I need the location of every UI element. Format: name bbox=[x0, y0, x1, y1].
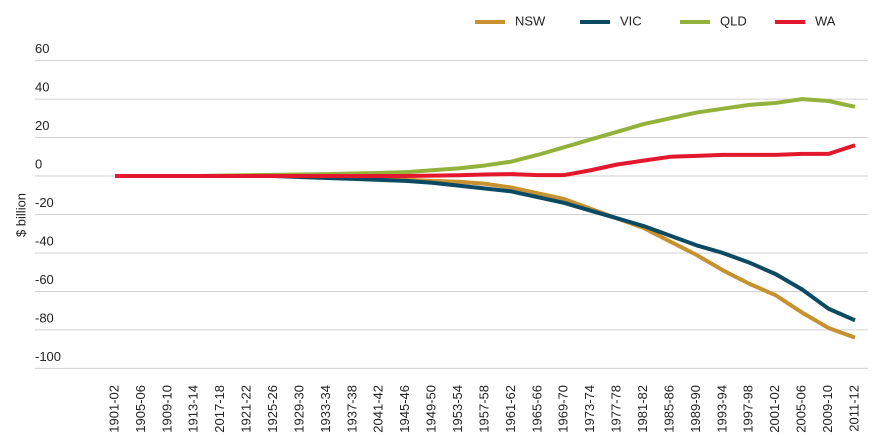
x-tick-label: 1997-98 bbox=[741, 385, 756, 433]
x-tick-label: 1901-02 bbox=[106, 385, 121, 433]
y-tick-label: -100 bbox=[35, 349, 61, 364]
legend-label: VIC bbox=[620, 13, 642, 28]
x-tick-label: 1949-50 bbox=[424, 385, 439, 433]
x-tick-label: 1961-62 bbox=[503, 385, 518, 433]
y-axis-title: $ billion bbox=[13, 193, 28, 237]
x-tick-label: 1957-58 bbox=[476, 385, 491, 433]
x-tick-label: 1981-82 bbox=[635, 385, 650, 433]
x-tick-label: 1909-10 bbox=[159, 385, 174, 433]
y-tick-label: -60 bbox=[35, 272, 54, 287]
x-tick-label: 1921-22 bbox=[239, 385, 254, 433]
legend-label: NSW bbox=[515, 13, 546, 28]
y-tick-label: 0 bbox=[35, 156, 42, 171]
x-tick-label: 1905-06 bbox=[133, 385, 148, 433]
legend-label: QLD bbox=[720, 13, 747, 28]
x-tick-label: 1977-78 bbox=[609, 385, 624, 433]
x-tick-label: 1969-70 bbox=[556, 385, 571, 433]
y-tick-label: -80 bbox=[35, 310, 54, 325]
x-tick-label: 1985-86 bbox=[661, 385, 676, 433]
x-tick-label: 2011-12 bbox=[846, 385, 861, 432]
y-tick-label: 20 bbox=[35, 118, 49, 133]
x-tick-label: 2009-10 bbox=[820, 385, 835, 433]
x-tick-label: 2041-42 bbox=[371, 385, 386, 433]
x-tick-label: 1993-94 bbox=[714, 385, 729, 433]
x-tick-label: 1925-26 bbox=[265, 385, 280, 433]
line-series bbox=[115, 174, 856, 340]
x-tick-label: 2017-18 bbox=[212, 385, 227, 433]
y-tick-label: -40 bbox=[35, 233, 54, 248]
x-tick-label: 1933-34 bbox=[318, 385, 333, 433]
x-tick-label: 1929-30 bbox=[291, 385, 306, 433]
line-series bbox=[115, 174, 856, 323]
line-series bbox=[115, 143, 856, 179]
x-tick-label: 1953-54 bbox=[450, 385, 465, 433]
x-tick-label: 1937-38 bbox=[344, 385, 359, 433]
x-tick-label: 1973-74 bbox=[582, 385, 597, 433]
x-tick-label: 2005-06 bbox=[794, 385, 809, 433]
x-tick-label: 1965-66 bbox=[529, 385, 544, 433]
legend-label: WA bbox=[815, 13, 836, 28]
x-tick-label: 1913-14 bbox=[186, 385, 201, 433]
x-tick-label: 1945-46 bbox=[397, 385, 412, 433]
y-tick-label: -20 bbox=[35, 195, 54, 210]
y-tick-label: 40 bbox=[35, 80, 49, 95]
x-tick-label: 2001-02 bbox=[767, 385, 782, 433]
y-tick-label: 60 bbox=[35, 41, 49, 56]
x-tick-label: 1989-90 bbox=[688, 385, 703, 433]
